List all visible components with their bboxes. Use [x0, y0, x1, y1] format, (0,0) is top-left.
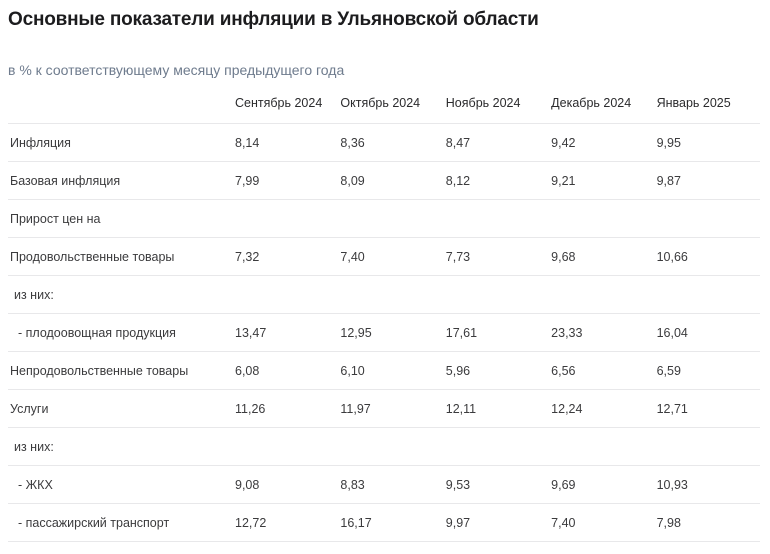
cell-value: 16,17: [338, 503, 444, 542]
cell-value: 12,24: [549, 389, 655, 428]
cell-value: 9,68: [549, 237, 655, 276]
cell-value: 8,14: [233, 123, 339, 162]
cell-value: 9,53: [443, 465, 550, 504]
cell-value: 8,83: [338, 465, 444, 504]
row-label: из них:: [8, 275, 233, 314]
row-label: Базовая инфляция: [8, 161, 233, 200]
cell-value: 9,97: [443, 503, 550, 542]
table-body: Инфляция 8,14 8,36 8,47 9,42 9,95 Базовая инфл…: [8, 123, 760, 542]
cell-value: 7,40: [338, 237, 444, 276]
cell-value: 5,96: [443, 351, 550, 390]
cell-value: 23,33: [549, 313, 655, 352]
column-header: Декабрь 2024: [549, 92, 655, 124]
cell-value: [654, 199, 760, 238]
table-row: из них:: [8, 275, 760, 314]
cell-value: [443, 275, 550, 314]
row-label: из них:: [8, 427, 233, 466]
table-row: Услуги 11,26 11,97 12,11 12,24 12,71: [8, 389, 760, 428]
cell-value: 6,56: [549, 351, 655, 390]
cell-value: 7,32: [233, 237, 339, 276]
row-label: - плодоовощная продукция: [8, 313, 233, 352]
row-label: Непродовольственные товары: [8, 351, 233, 390]
cell-value: 6,08: [233, 351, 339, 390]
column-header: Сентябрь 2024: [233, 92, 339, 124]
cell-value: 10,93: [654, 465, 760, 504]
cell-value: 6,10: [338, 351, 444, 390]
table-row: Инфляция 8,14 8,36 8,47 9,42 9,95: [8, 123, 760, 162]
row-label: Продовольственные товары: [8, 237, 233, 276]
cell-value: 9,87: [654, 161, 760, 200]
column-header: Январь 2025: [654, 92, 760, 124]
table-row: Базовая инфляция 7,99 8,09 8,12 9,21 9,87: [8, 161, 760, 200]
cell-value: 8,36: [338, 123, 444, 162]
table-header-row: Сентябрь 2024 Октябрь 2024 Ноябрь 2024 Д…: [8, 92, 760, 124]
page-container: Основные показатели инфляции в Ульяновск…: [8, 9, 760, 542]
cell-value: 10,66: [654, 237, 760, 276]
table-row: - ЖКХ 9,08 8,83 9,53 9,69 10,93: [8, 465, 760, 504]
cell-value: [233, 199, 339, 238]
cell-value: [233, 427, 339, 466]
cell-value: [338, 275, 444, 314]
cell-value: 9,42: [549, 123, 655, 162]
cell-value: [338, 427, 444, 466]
cell-value: [549, 199, 655, 238]
row-label: - пассажирский транспорт: [8, 503, 233, 542]
cell-value: [654, 427, 760, 466]
table-row: - плодоовощная продукция 13,47 12,95 17,61 2…: [8, 313, 760, 352]
cell-value: 17,61: [443, 313, 550, 352]
cell-value: 12,95: [338, 313, 444, 352]
cell-value: 12,11: [443, 389, 550, 428]
row-label-column-header: [8, 92, 233, 124]
cell-value: 12,71: [654, 389, 760, 428]
row-label: Прирост цен на: [8, 199, 233, 238]
inflation-table: Сентябрь 2024 Октябрь 2024 Ноябрь 2024 Д…: [8, 92, 760, 542]
column-header: Ноябрь 2024: [443, 92, 550, 124]
row-label: - ЖКХ: [8, 465, 233, 504]
cell-value: 8,47: [443, 123, 550, 162]
cell-value: 7,99: [233, 161, 339, 200]
table-row: Продовольственные товары 7,32 7,40 7,73 9,68…: [8, 237, 760, 276]
page-title: Основные показатели инфляции в Ульяновск…: [8, 9, 539, 30]
table-row: Прирост цен на: [8, 199, 760, 238]
cell-value: [443, 427, 550, 466]
cell-value: 7,73: [443, 237, 550, 276]
table-row: из них:: [8, 427, 760, 466]
cell-value: [443, 199, 550, 238]
cell-value: [338, 199, 444, 238]
cell-value: [549, 275, 655, 314]
cell-value: 9,21: [549, 161, 655, 200]
cell-value: 16,04: [654, 313, 760, 352]
table-row: Непродовольственные товары 6,08 6,10 5,96 6,…: [8, 351, 760, 390]
column-header: Октябрь 2024: [338, 92, 444, 124]
cell-value: 9,08: [233, 465, 339, 504]
cell-value: 8,09: [338, 161, 444, 200]
cell-value: [549, 427, 655, 466]
cell-value: 7,98: [654, 503, 760, 542]
cell-value: 8,12: [443, 161, 550, 200]
cell-value: 13,47: [233, 313, 339, 352]
cell-value: [233, 275, 339, 314]
cell-value: 9,69: [549, 465, 655, 504]
page-subtitle: в % к соответствующему месяцу предыдущег…: [8, 62, 345, 78]
cell-value: [654, 275, 760, 314]
cell-value: 9,95: [654, 123, 760, 162]
cell-value: 11,97: [338, 389, 444, 428]
row-label: Услуги: [8, 389, 233, 428]
row-label: Инфляция: [8, 123, 233, 162]
cell-value: 6,59: [654, 351, 760, 390]
cell-value: 11,26: [233, 389, 339, 428]
table-row: - пассажирский транспорт 12,72 16,17 9,97 7,…: [8, 503, 760, 542]
cell-value: 7,40: [549, 503, 655, 542]
cell-value: 12,72: [233, 503, 339, 542]
